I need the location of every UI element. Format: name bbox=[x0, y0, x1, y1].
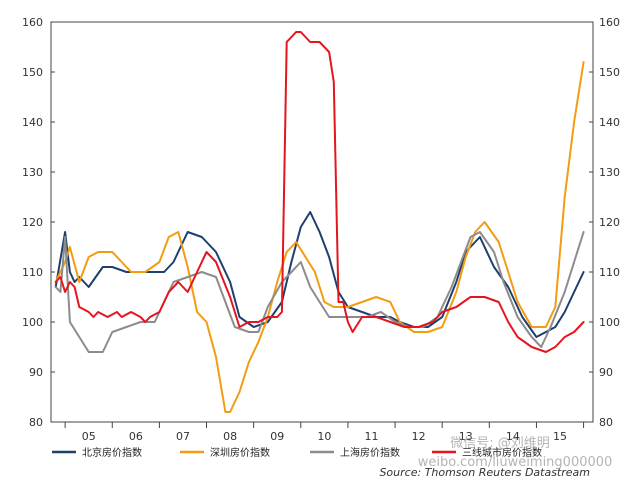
legend-label: 上海房价指数 bbox=[340, 446, 400, 459]
y-tick-label-right: 90 bbox=[599, 366, 613, 379]
y-tick-label-left: 80 bbox=[29, 416, 43, 429]
x-tick-label: 08 bbox=[223, 430, 237, 443]
series-layer bbox=[54, 31, 585, 413]
y-tick-label-left: 90 bbox=[29, 366, 43, 379]
series-line-2 bbox=[54, 231, 585, 353]
x-tick-label: 14 bbox=[506, 430, 520, 443]
y-tick-label-right: 150 bbox=[599, 66, 620, 79]
legend-label: 深圳房价指数 bbox=[210, 446, 270, 459]
watermark-weibo: weibo.com/liuweiming000000 bbox=[418, 455, 613, 470]
y-tick-label-left: 130 bbox=[22, 166, 43, 179]
y-tick-label-left: 140 bbox=[22, 116, 43, 129]
y-axis-right: 80 90 100 110 120 130 140 150 160 bbox=[589, 16, 620, 429]
x-tick-label: 05 bbox=[82, 430, 96, 443]
y-tick-label-left: 120 bbox=[22, 216, 43, 229]
legend-label: 三线城市房价指数 bbox=[462, 446, 542, 459]
x-tick-label: 13 bbox=[459, 430, 473, 443]
y-tick-label-left: 150 bbox=[22, 66, 43, 79]
legend: 北京房价指数 深圳房价指数 上海房价指数 三线城市房价指数 bbox=[52, 446, 542, 459]
x-tick-label: 11 bbox=[364, 430, 378, 443]
y-tick-label-left: 110 bbox=[22, 266, 43, 279]
x-tick-label: 12 bbox=[412, 430, 426, 443]
x-tick-label: 07 bbox=[176, 430, 190, 443]
series-line-0 bbox=[54, 211, 585, 338]
y-tick-label-left: 100 bbox=[22, 316, 43, 329]
x-tick-label: 06 bbox=[129, 430, 143, 443]
y-tick-label-right: 160 bbox=[599, 16, 620, 29]
y-tick-label-right: 110 bbox=[599, 266, 620, 279]
y-tick-label-left: 160 bbox=[22, 16, 43, 29]
legend-label: 北京房价指数 bbox=[82, 446, 142, 459]
y-tick-label-right: 100 bbox=[599, 316, 620, 329]
x-tick-label: 15 bbox=[553, 430, 567, 443]
y-tick-label-right: 130 bbox=[599, 166, 620, 179]
y-tick-label-right: 80 bbox=[599, 416, 613, 429]
y-tick-label-right: 120 bbox=[599, 216, 620, 229]
x-tick-label: 10 bbox=[317, 430, 331, 443]
series-line-1 bbox=[54, 61, 585, 413]
x-tick-label: 09 bbox=[270, 430, 284, 443]
watermark: 微信号: @刘维明 weibo.com/liuweiming000000 bbox=[418, 436, 613, 470]
x-axis: 05 06 07 08 09 10 11 12 13 14 15 bbox=[64, 422, 585, 443]
y-tick-label-right: 140 bbox=[599, 116, 620, 129]
y-axis-left: 80 90 100 110 120 130 140 150 160 bbox=[22, 16, 55, 429]
series-line-3 bbox=[54, 31, 585, 353]
source-label: Source: Thomson Reuters Datastream bbox=[379, 466, 590, 479]
plot-frame bbox=[50, 21, 594, 423]
watermark-weixin: 微信号: @刘维明 bbox=[450, 436, 550, 451]
